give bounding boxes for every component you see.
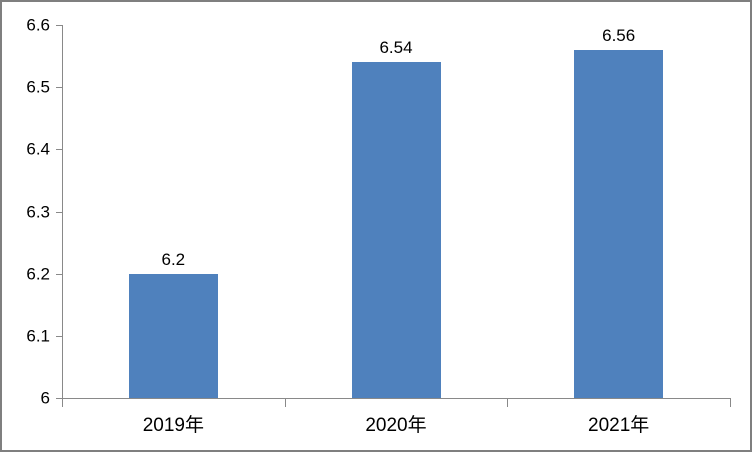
bar-value-label: 6.54 bbox=[379, 38, 413, 58]
y-axis-tick bbox=[56, 87, 62, 89]
y-axis-tick-label: 6.1 bbox=[26, 326, 50, 346]
bar-value-label: 6.2 bbox=[161, 249, 186, 269]
y-axis-line bbox=[62, 25, 63, 398]
y-axis-tick-label: 6.4 bbox=[26, 139, 50, 159]
x-axis-tick bbox=[62, 398, 63, 407]
x-axis-tick bbox=[507, 398, 509, 407]
x-axis-tick bbox=[730, 398, 731, 407]
bar-2021年 bbox=[574, 49, 664, 398]
bar-2019年 bbox=[128, 273, 218, 398]
y-axis-tick bbox=[56, 398, 62, 399]
y-axis-tick-label: 6.6 bbox=[26, 15, 50, 35]
y-axis-tick bbox=[56, 273, 62, 275]
x-axis-category-label: 2019年 bbox=[142, 415, 204, 436]
y-axis-tick bbox=[56, 25, 62, 26]
x-axis-category-label: 2021年 bbox=[588, 415, 650, 436]
y-axis-tick bbox=[56, 149, 62, 151]
y-axis-tick bbox=[56, 335, 62, 337]
y-axis-tick-label: 6.5 bbox=[26, 77, 50, 97]
x-axis-category-label: 2020年 bbox=[365, 415, 427, 436]
x-axis-tick bbox=[284, 398, 286, 407]
y-axis-tick bbox=[56, 211, 62, 213]
y-axis-tick-label: 6 bbox=[40, 388, 50, 408]
x-axis-line bbox=[56, 398, 730, 399]
bar-2020年 bbox=[351, 62, 441, 398]
y-axis-tick-label: 6.3 bbox=[26, 202, 50, 221]
bar-value-label: 6.56 bbox=[602, 25, 636, 45]
y-axis-tick-label: 6.2 bbox=[26, 264, 50, 284]
